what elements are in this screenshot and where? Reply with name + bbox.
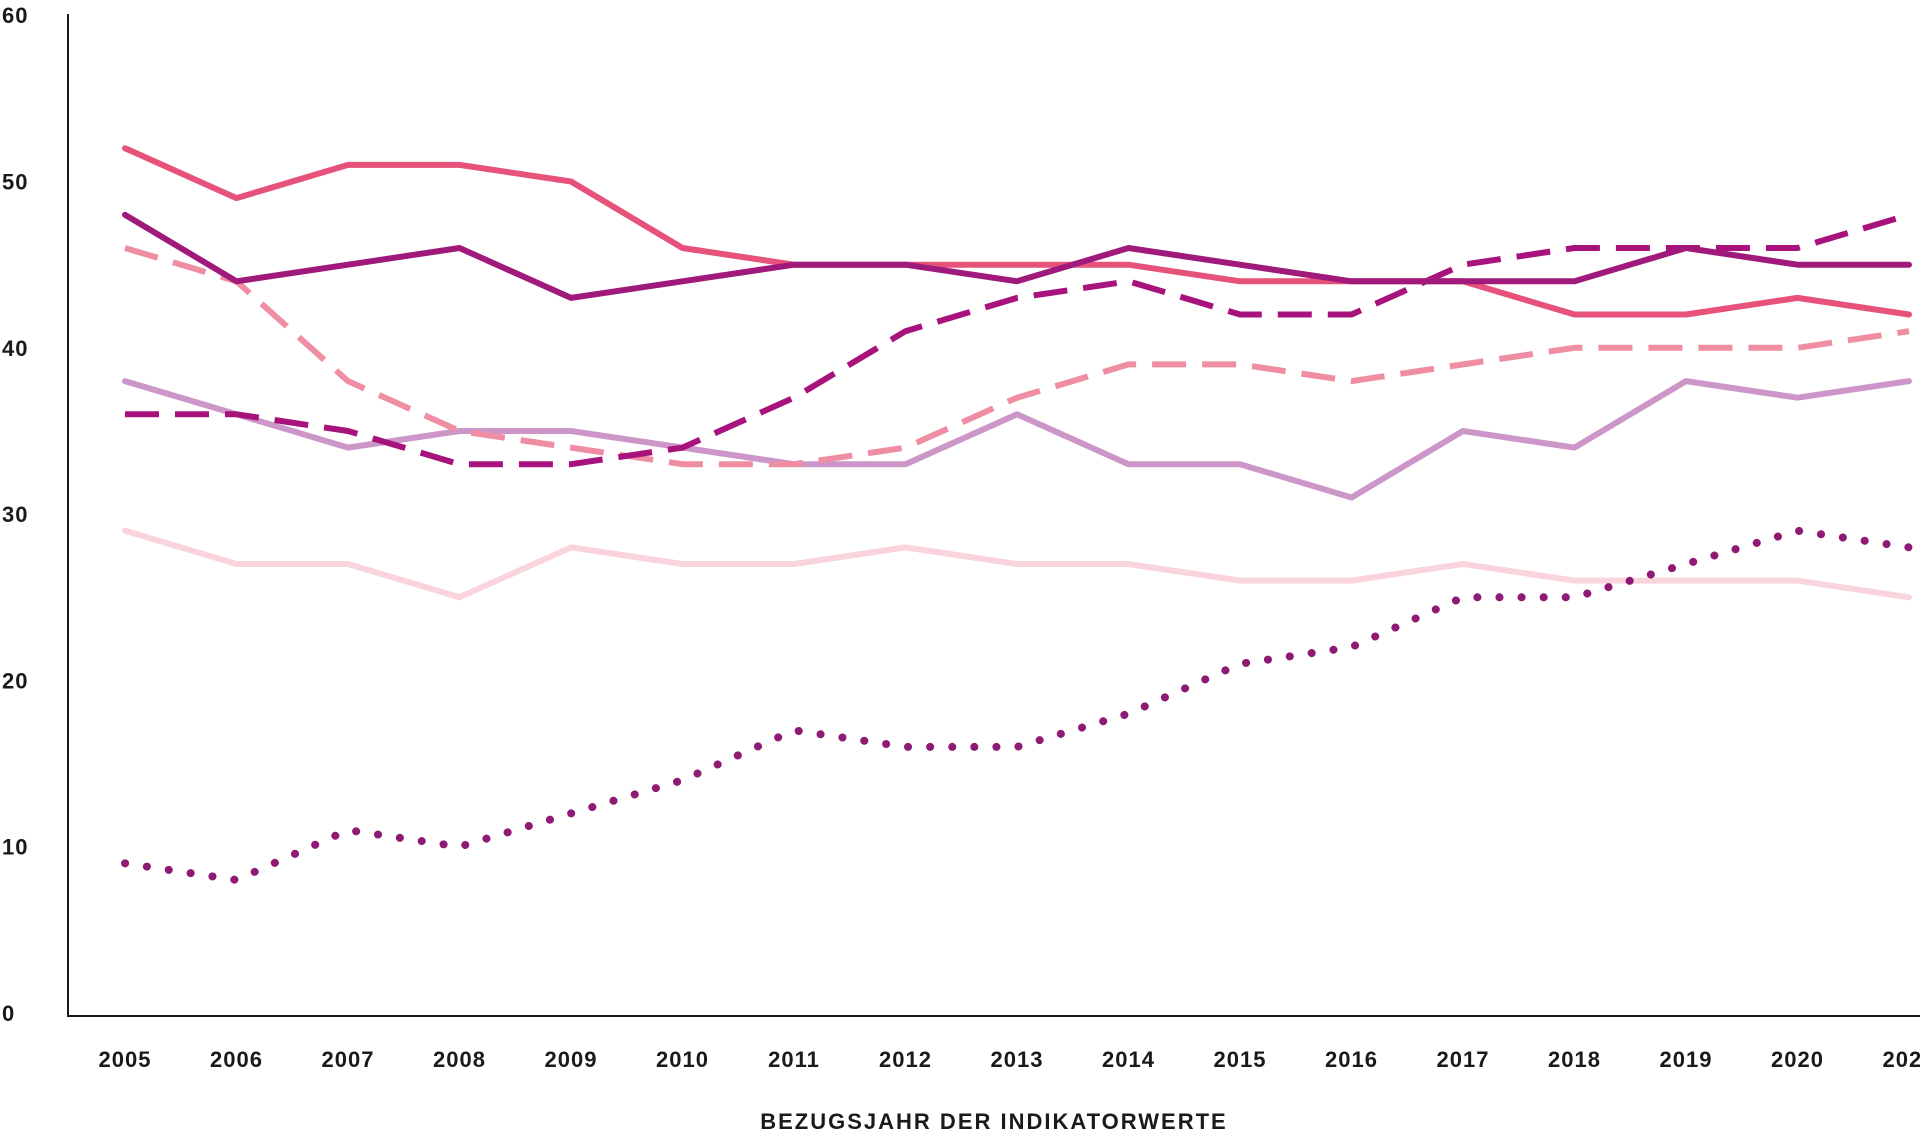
series-line-4 bbox=[125, 211, 1910, 468]
x-tick-label: 2017 bbox=[1437, 1047, 1490, 1072]
y-tick-label: 50 bbox=[2, 170, 28, 195]
x-tick-label: 2018 bbox=[1548, 1047, 1601, 1072]
y-tick-label: 30 bbox=[2, 502, 28, 527]
x-tick-labels: 2005 2006 2007 2008 2009 2010 2011 2012 2013 2014… bbox=[99, 1047, 1920, 1072]
series-line-6 bbox=[122, 211, 1912, 301]
x-tick-label: 2014 bbox=[1102, 1047, 1155, 1072]
x-tick-label: 2005 bbox=[99, 1047, 152, 1072]
x-tick-label: 2011 bbox=[768, 1047, 820, 1072]
x-tick-label: 2009 bbox=[545, 1047, 598, 1072]
y-tick-label: 40 bbox=[2, 336, 28, 361]
x-tick-label: 2013 bbox=[991, 1047, 1044, 1072]
series-line-2 bbox=[122, 378, 1912, 501]
y-tick-label: 0 bbox=[2, 1001, 15, 1026]
x-tick-label: 2008 bbox=[433, 1047, 486, 1072]
x-tick-label: 2010 bbox=[656, 1047, 709, 1072]
series-line-7 bbox=[121, 526, 1913, 884]
x-axis-title: BEZUGSJAHR DER INDIKATORWERTE bbox=[760, 1109, 1227, 1134]
x-tick-label: 2020 bbox=[1771, 1047, 1824, 1072]
series-lines bbox=[121, 145, 1913, 884]
x-tick-label: 2006 bbox=[210, 1047, 263, 1072]
series-line-5 bbox=[122, 145, 1912, 318]
y-tick-label: 60 bbox=[2, 3, 28, 28]
y-tick-labels: 0 10 20 30 40 50 60 bbox=[2, 3, 28, 1026]
y-tick-label: 20 bbox=[2, 668, 28, 693]
x-tick-label: 2015 bbox=[1214, 1047, 1267, 1072]
x-tick-label: 2016 bbox=[1325, 1047, 1378, 1072]
series-line-3 bbox=[124, 245, 1910, 468]
x-tick-label: 2007 bbox=[322, 1047, 375, 1072]
x-tick-label: 2021 bbox=[1883, 1047, 1920, 1072]
y-tick-label: 10 bbox=[2, 835, 28, 860]
series-line-1 bbox=[122, 527, 1912, 601]
x-tick-label: 2019 bbox=[1660, 1047, 1713, 1072]
x-tick-label: 2012 bbox=[879, 1047, 932, 1072]
